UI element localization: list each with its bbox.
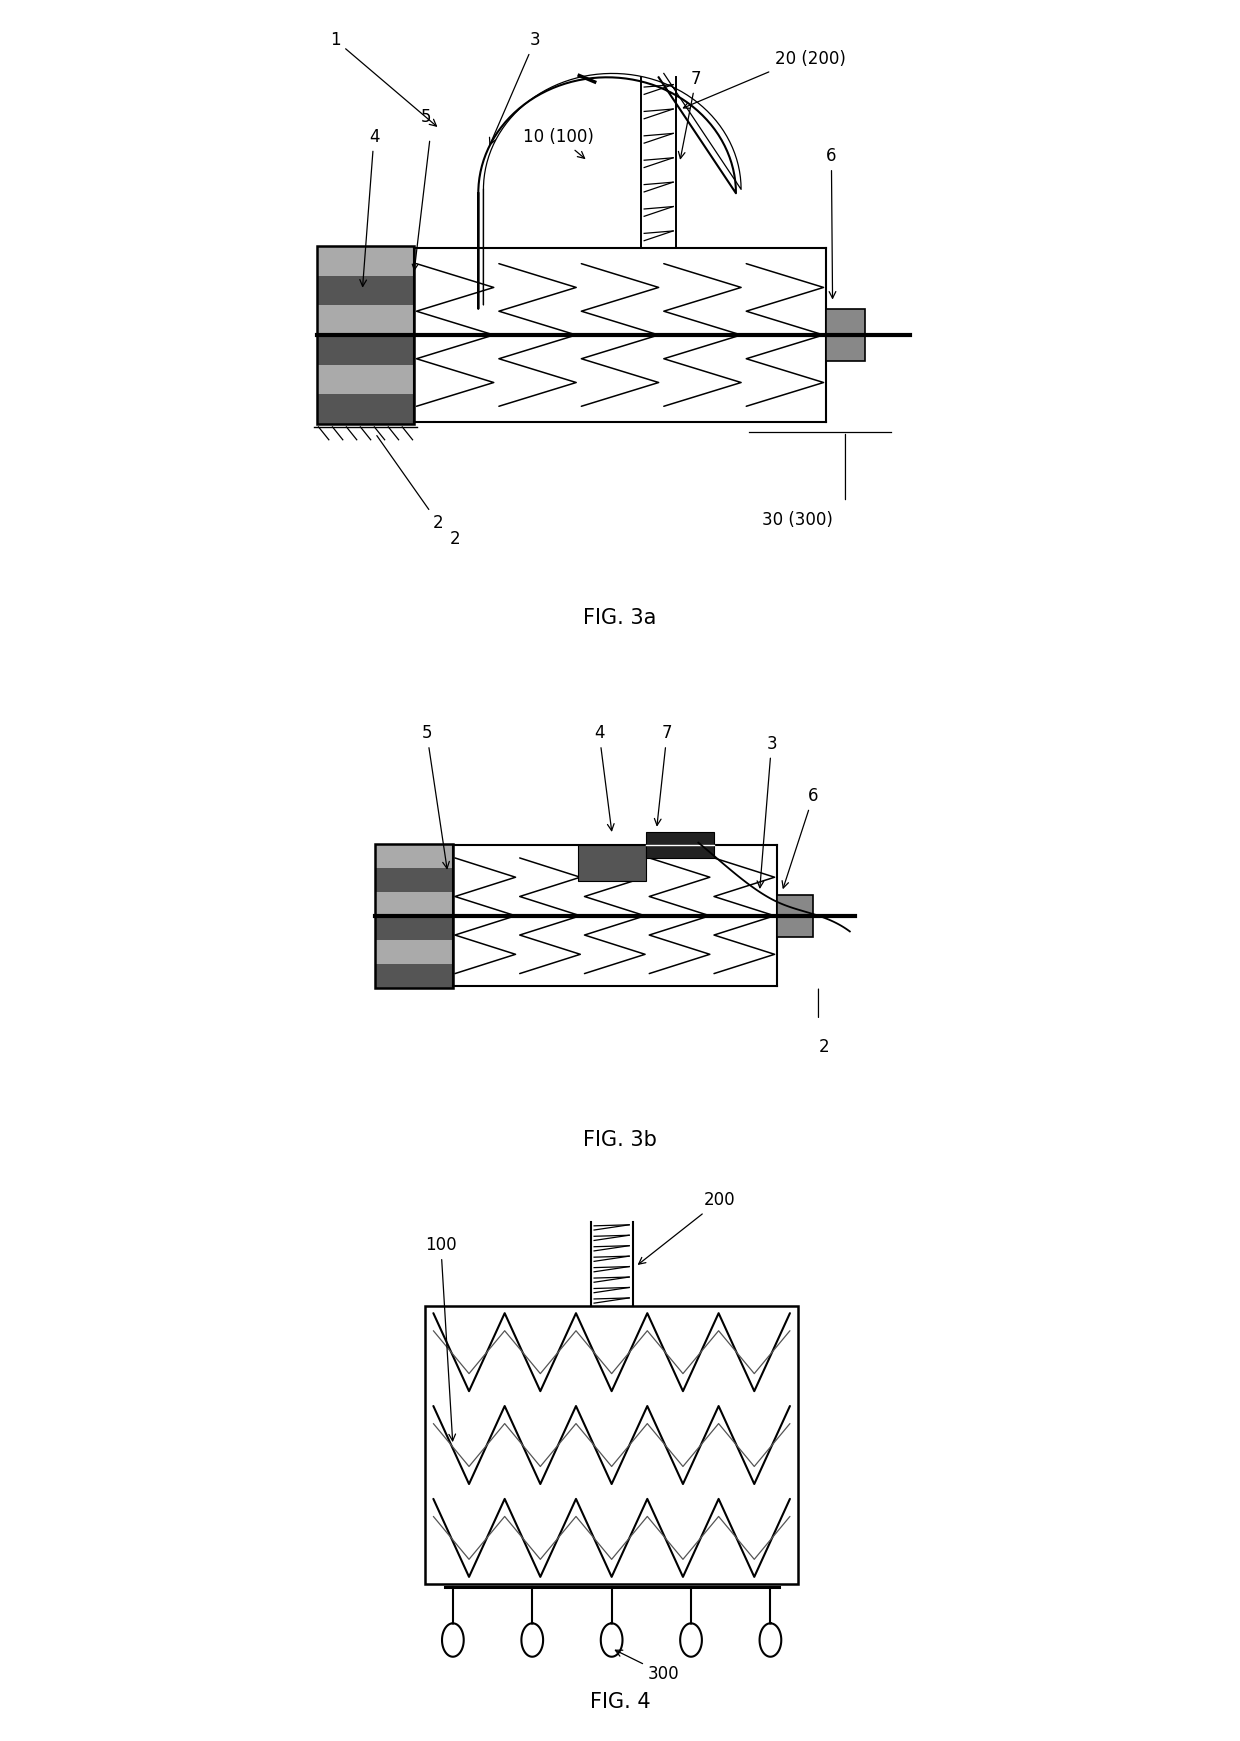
Text: 5: 5 — [420, 108, 430, 127]
Text: 4: 4 — [360, 127, 379, 287]
Text: 100: 100 — [425, 1236, 456, 1442]
Bar — [646, 832, 714, 858]
Bar — [374, 867, 453, 891]
Text: 3: 3 — [758, 735, 777, 888]
Text: 200: 200 — [639, 1191, 735, 1264]
Bar — [414, 247, 826, 421]
Bar — [317, 275, 414, 305]
Text: FIG. 3a: FIG. 3a — [583, 608, 657, 629]
Bar — [374, 916, 453, 940]
Bar — [317, 245, 414, 275]
Text: 6: 6 — [826, 146, 837, 298]
Text: 6: 6 — [782, 787, 818, 888]
Text: 2: 2 — [818, 1038, 830, 1055]
Text: 10 (100): 10 (100) — [523, 127, 594, 158]
Text: 4: 4 — [594, 724, 614, 830]
Text: 7: 7 — [655, 724, 672, 825]
Text: 20 (200): 20 (200) — [775, 50, 846, 68]
Text: 1: 1 — [330, 31, 436, 125]
Bar — [317, 245, 414, 423]
Bar — [374, 844, 453, 987]
Bar — [425, 1306, 799, 1584]
Bar — [317, 393, 414, 423]
Bar — [578, 846, 646, 881]
Text: 7: 7 — [678, 70, 702, 158]
Text: 2: 2 — [377, 435, 444, 533]
Bar — [317, 334, 414, 364]
Bar — [374, 891, 453, 916]
Text: 5: 5 — [422, 724, 449, 869]
Bar — [374, 940, 453, 965]
Bar — [776, 895, 813, 937]
Text: FIG. 4: FIG. 4 — [590, 1692, 650, 1713]
Bar — [317, 364, 414, 393]
Text: 300: 300 — [615, 1650, 680, 1684]
Bar — [374, 844, 453, 867]
Text: 3: 3 — [490, 31, 541, 145]
Text: FIG. 3b: FIG. 3b — [583, 1130, 657, 1151]
Text: 2: 2 — [449, 531, 460, 548]
Bar — [374, 965, 453, 987]
Text: 30 (300): 30 (300) — [761, 512, 832, 529]
Bar — [826, 308, 864, 360]
Bar — [453, 844, 776, 985]
Bar — [317, 305, 414, 334]
